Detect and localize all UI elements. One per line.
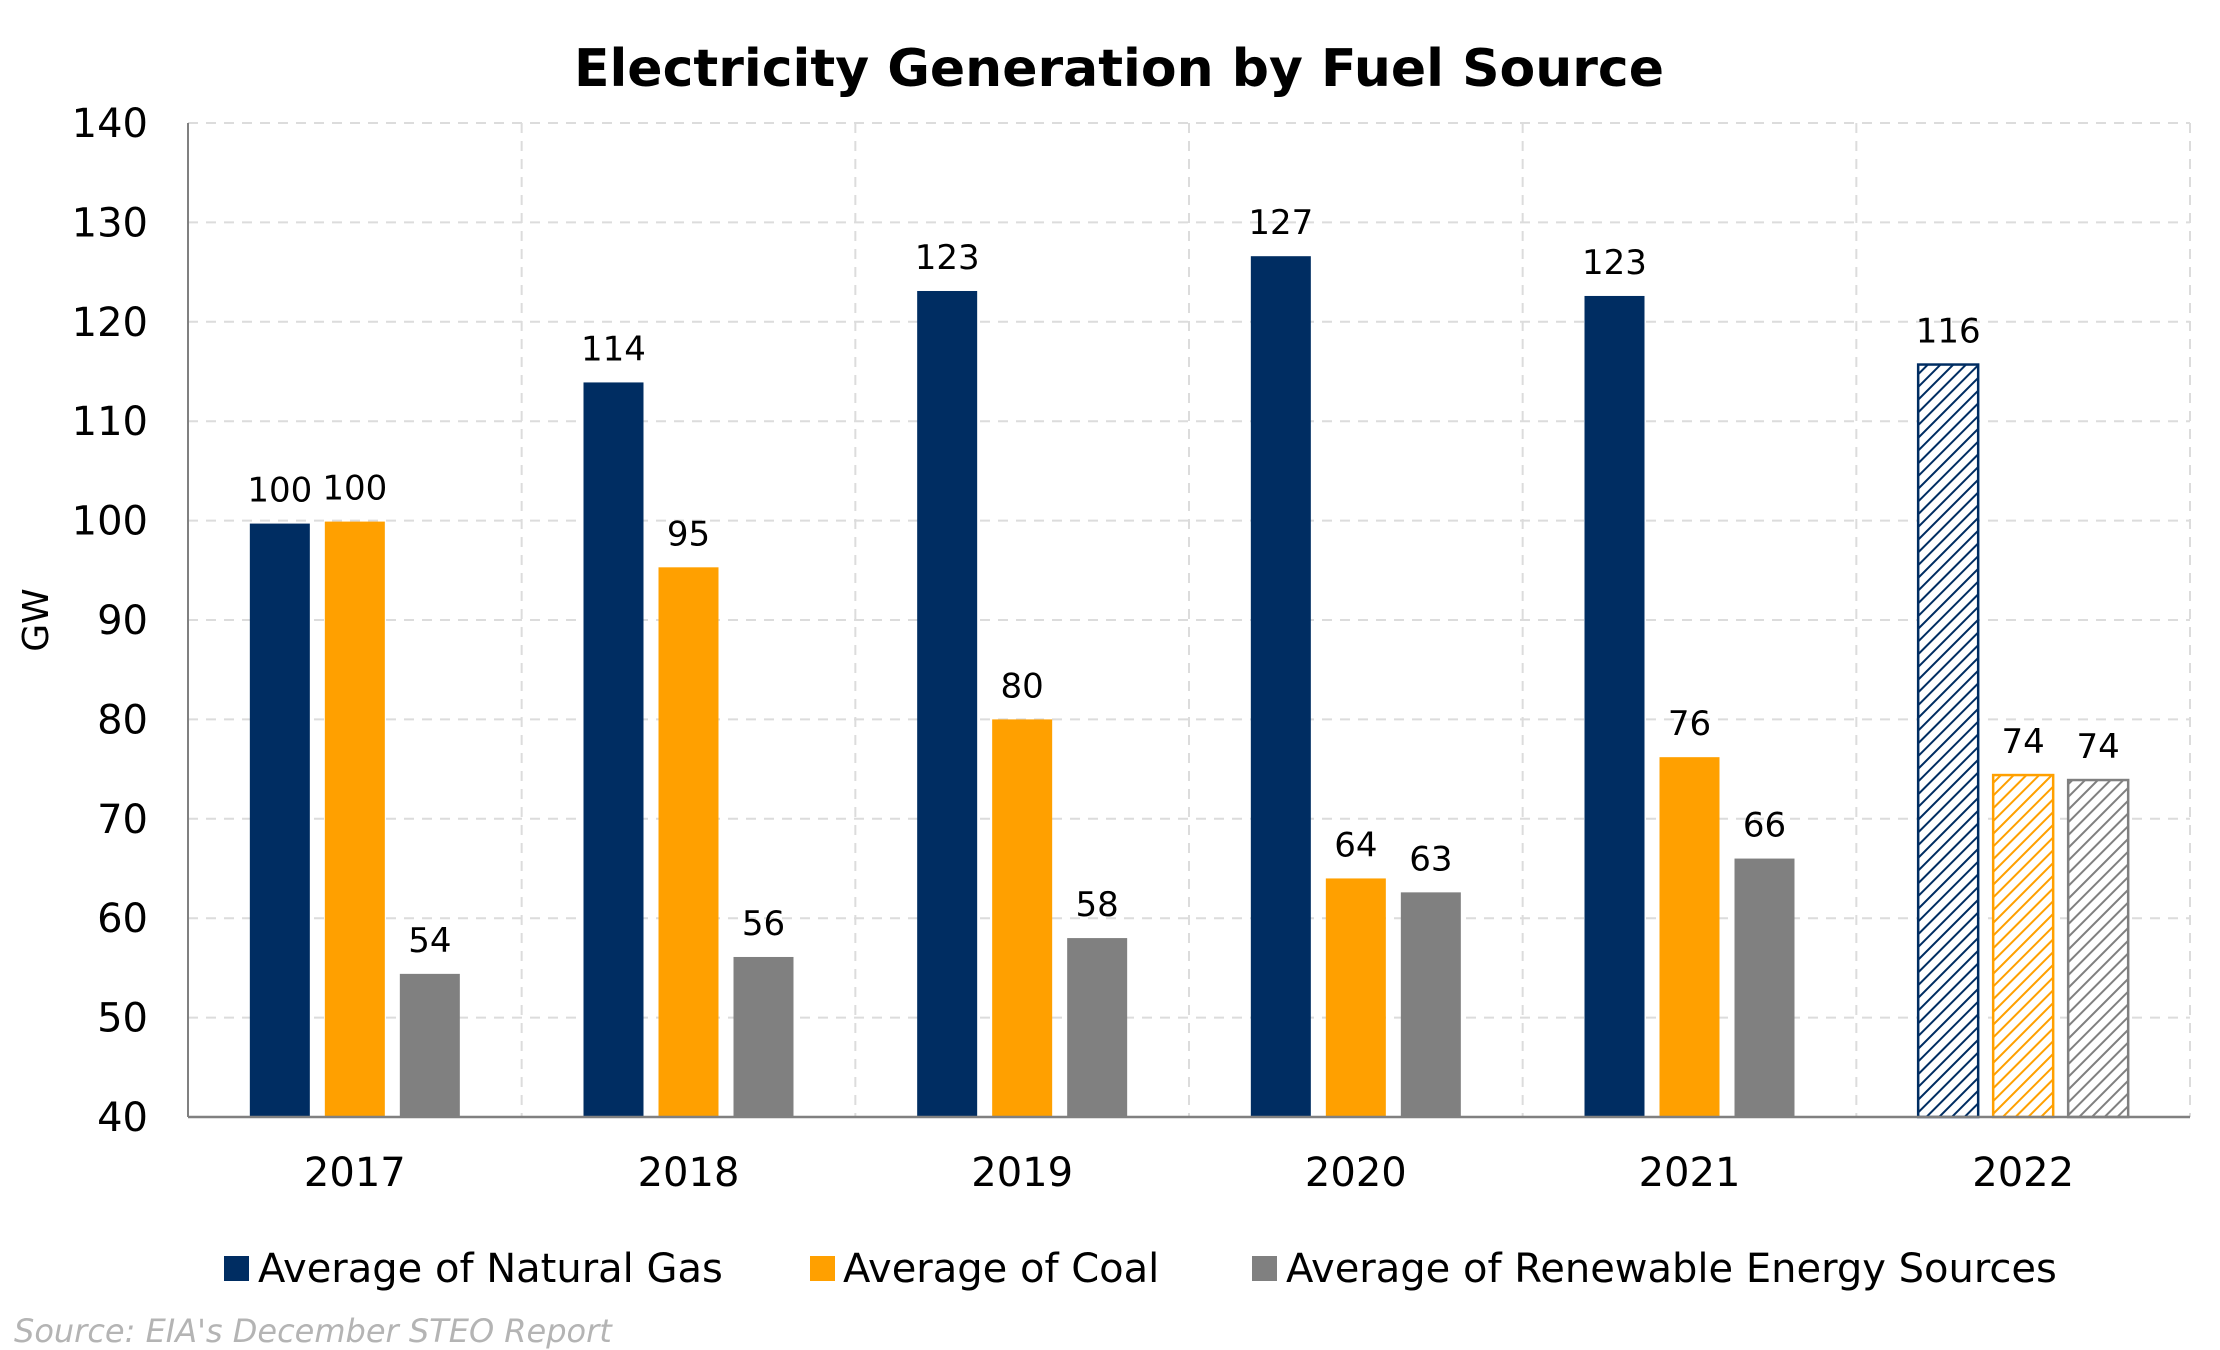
bar-renewables-2019	[1067, 938, 1128, 1117]
bar-renewables-2018	[733, 956, 794, 1117]
x-tick-label: 2018	[638, 1150, 740, 1196]
bar-coal-2018	[658, 567, 719, 1117]
data-label: 114	[581, 329, 646, 369]
data-label: 58	[1076, 885, 1119, 925]
y-tick-label: 90	[97, 598, 148, 644]
bar-coal-2020	[1325, 878, 1386, 1117]
bar-coal-2017	[324, 521, 385, 1117]
data-label: 100	[247, 471, 312, 511]
bar-natural-gas-2019	[917, 290, 978, 1118]
x-tick-label: 2021	[1639, 1150, 1741, 1196]
bars	[249, 256, 2130, 1119]
legend-label: Average of Renewable Energy Sources	[1286, 1246, 2057, 1292]
data-label: 54	[408, 921, 451, 961]
y-tick-label: 40	[97, 1095, 148, 1141]
y-axis-title: GW	[16, 588, 57, 652]
data-label: 116	[1916, 312, 1981, 352]
bar-renewables-2020	[1400, 892, 1461, 1117]
data-label: 63	[1409, 839, 1452, 879]
bar-natural-gas-2017	[249, 523, 310, 1117]
data-label: 100	[322, 469, 387, 509]
data-label: 123	[1582, 243, 1647, 283]
data-label: 80	[1001, 666, 1044, 706]
data-label: 76	[1668, 704, 1711, 744]
legend-swatch	[224, 1256, 249, 1281]
data-label: 74	[2002, 722, 2045, 762]
x-tick-label: 2022	[1972, 1150, 2074, 1196]
x-tick-label: 2017	[304, 1150, 406, 1196]
x-tick-label: 2019	[971, 1150, 1073, 1196]
legend-swatch	[810, 1256, 835, 1281]
bar-renewables-2022	[2066, 778, 2130, 1119]
y-tick-label: 110	[72, 399, 148, 445]
legend-swatch	[1252, 1256, 1277, 1281]
chart-title: Electricity Generation by Fuel Source	[574, 39, 1664, 99]
bar-coal-2022	[1991, 773, 2055, 1119]
data-label: 64	[1334, 825, 1377, 865]
gridlines	[188, 122, 2191, 1117]
data-label: 56	[742, 904, 785, 944]
data-label: 66	[1743, 806, 1786, 846]
y-tick-label: 60	[97, 896, 148, 942]
bar-natural-gas-2021	[1584, 295, 1645, 1117]
bar-natural-gas-2020	[1250, 256, 1311, 1117]
bar-coal-2019	[992, 719, 1053, 1117]
axes: 40 50 60 70 80 90 100 110 120 130 140 2017 2018 2019 2…	[72, 101, 2190, 1196]
bar-renewables-2017	[399, 973, 460, 1117]
bar-renewables-2021	[1734, 858, 1795, 1117]
data-label: 127	[1248, 203, 1313, 243]
legend: Average of Natural Gas Average of Coal Ave…	[224, 1246, 2057, 1292]
legend-label: Average of Coal	[843, 1246, 1159, 1292]
data-label: 74	[2077, 727, 2120, 767]
data-labels: 100 100 54 114 95 56 123 80 58 127 64 63 123 76 66 116 7…	[247, 203, 2119, 961]
y-tick-label: 130	[72, 200, 148, 246]
bar-natural-gas-2018	[583, 382, 644, 1118]
data-label: 95	[667, 514, 710, 554]
source-note: Source: EIA's December STEO Report	[14, 1312, 613, 1350]
y-tick-label: 50	[97, 996, 148, 1042]
bar-natural-gas-2022	[1916, 363, 1980, 1119]
y-tick-label: 100	[72, 499, 148, 545]
y-tick-label: 70	[97, 797, 148, 843]
bar-coal-2021	[1659, 757, 1720, 1117]
y-tick-label: 80	[97, 697, 148, 743]
y-tick-label: 120	[72, 300, 148, 346]
legend-label: Average of Natural Gas	[258, 1246, 723, 1292]
data-label: 123	[915, 238, 980, 278]
y-tick-label: 140	[72, 101, 148, 147]
x-tick-label: 2020	[1305, 1150, 1407, 1196]
